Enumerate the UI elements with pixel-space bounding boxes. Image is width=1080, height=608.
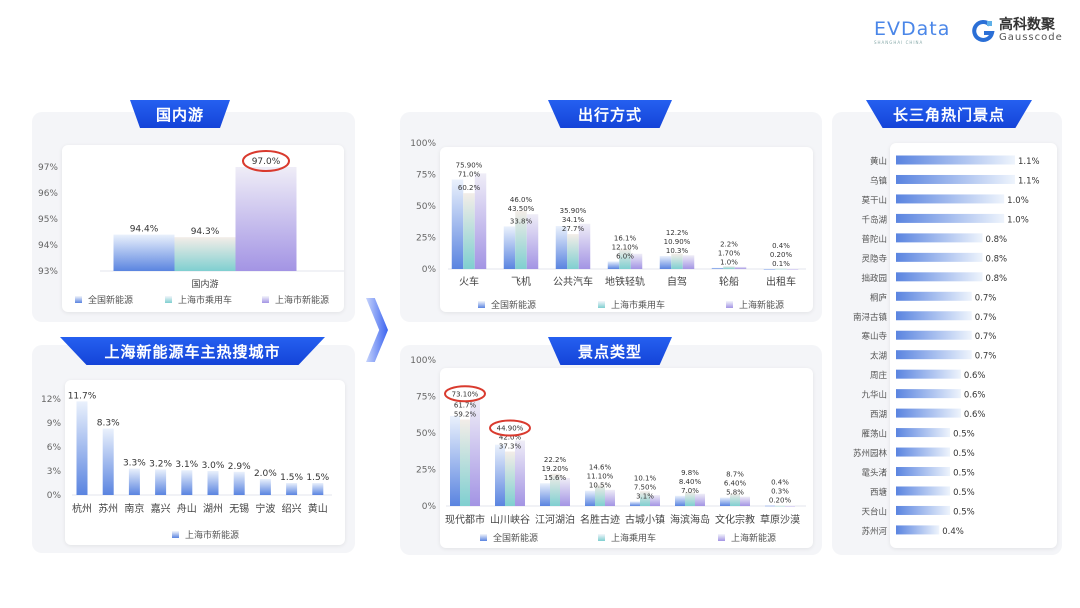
cities-card — [65, 380, 345, 545]
evdata-logo: EVData SHANGHAI CHINA — [874, 18, 950, 45]
legend-item[interactable]: 上海市新能源 — [172, 528, 239, 541]
hot-spots-card — [890, 143, 1057, 548]
domestic-title: 国内游 — [130, 100, 230, 128]
evdata-logo-text: EVData — [874, 18, 951, 40]
legend-label: 上海市乘用车 — [611, 301, 666, 311]
transport-card — [440, 147, 813, 312]
legend-item[interactable]: 全国新能源 — [480, 531, 538, 544]
legend-swatch — [726, 301, 733, 308]
legend-item[interactable]: 上海新能源 — [726, 298, 784, 311]
legend-item[interactable]: 全国新能源 — [75, 293, 133, 306]
legend-label: 上海新能源 — [731, 534, 777, 544]
gausscode-logo-cn: 高科数聚 — [999, 17, 1055, 33]
hot-spots-title: 长三角热门景点 — [866, 100, 1032, 128]
legend-label: 上海乘用车 — [611, 534, 657, 544]
scenic-type-card — [440, 368, 813, 548]
legend-label: 全国新能源 — [493, 534, 539, 544]
legend-swatch — [718, 534, 725, 541]
scenic-type-title: 景点类型 — [548, 337, 672, 365]
transport-title: 出行方式 — [548, 100, 672, 128]
cities-title: 上海新能源车主热搜城市 — [60, 337, 325, 365]
legend-swatch — [478, 301, 485, 308]
legend-item[interactable]: 上海新能源 — [718, 531, 776, 544]
gausscode-logo: 高科数聚 Gausscode — [972, 18, 1063, 43]
legend-label: 上海市乘用车 — [178, 296, 233, 306]
legend-item[interactable]: 上海市新能源 — [262, 293, 329, 306]
legend-swatch — [75, 296, 82, 303]
legend-label: 上海新能源 — [739, 301, 785, 311]
legend-item[interactable]: 全国新能源 — [478, 298, 536, 311]
legend-label: 全国新能源 — [491, 301, 537, 311]
chevron-right-icon — [366, 298, 388, 362]
legend-swatch — [598, 301, 605, 308]
legend-label: 全国新能源 — [88, 296, 134, 306]
domestic-card — [62, 145, 344, 312]
legend-item[interactable]: 上海市乘用车 — [165, 293, 232, 306]
legend-swatch — [172, 531, 179, 538]
evdata-logo-sub: SHANGHAI CHINA — [874, 40, 924, 45]
legend-swatch — [598, 534, 605, 541]
legend-label: 上海市新能源 — [275, 296, 330, 306]
gausscode-logo-en: Gausscode — [999, 31, 1063, 43]
legend-label: 上海市新能源 — [185, 531, 240, 541]
legend-swatch — [262, 296, 269, 303]
legend-swatch — [480, 534, 487, 541]
legend-item[interactable]: 上海乘用车 — [598, 531, 656, 544]
legend-item[interactable]: 上海市乘用车 — [598, 298, 665, 311]
legend-swatch — [165, 296, 172, 303]
gausscode-logo-icon — [972, 19, 995, 42]
